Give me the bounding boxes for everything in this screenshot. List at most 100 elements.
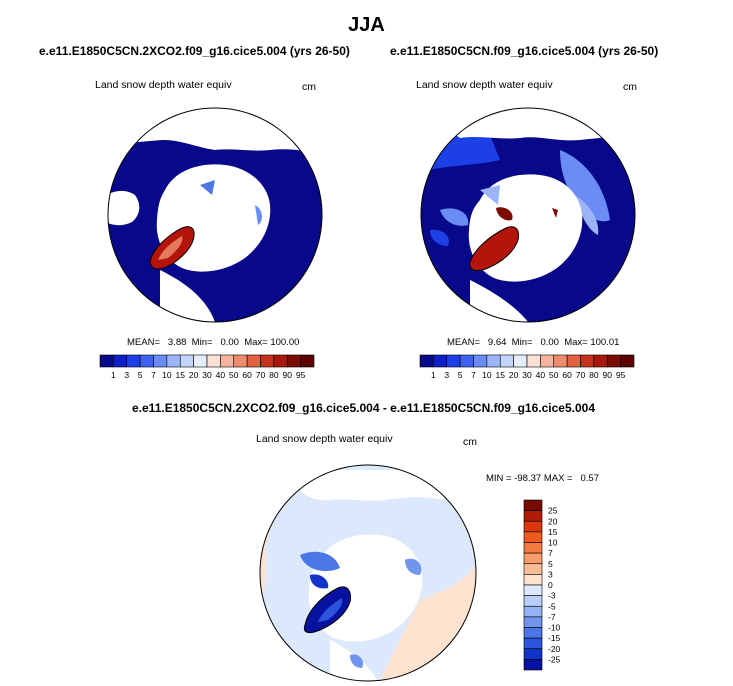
panel-1-colorbar-tick-label: 3: [124, 370, 129, 380]
panel-1-colorbar-swatch: [126, 354, 141, 368]
panel-1-colorbar-swatch: [300, 354, 315, 368]
panel-1-colorbar-tick-label: 7: [151, 370, 156, 380]
panel-3-colorbar-tick-label: 10: [548, 538, 558, 548]
panel-1-colorbar-tick-label: 95: [296, 370, 306, 380]
panel-1-stats: MEAN= 3.88 Min= 0.00 Max= 100.00: [127, 337, 300, 348]
panel-2-colorbar-tick-label: 1: [431, 370, 436, 380]
panel-3-colorbar-tick-label: 15: [548, 527, 558, 537]
panel-3-stats: MIN = -98.37 MAX = 0.57: [486, 473, 599, 484]
panel-2-colorbar: 1 3 5 7 10 15 20 30 40 50 60 70 80 90 95: [419, 354, 635, 380]
panel-2-colorbar-tick-label: 15: [496, 370, 506, 380]
panel-1-colorbar-tick-label: 60: [242, 370, 252, 380]
panel-3-map-border: [259, 464, 477, 682]
panel-3-colorbar-swatch: [523, 659, 543, 671]
panel-1-ocean-left: [108, 190, 140, 226]
panel-3-colorbar-tick-label: 0: [548, 580, 553, 590]
panel-3-colorbar-swatch: [523, 648, 543, 660]
panel-1-colorbar-swatch: [233, 354, 248, 368]
page-title: JJA: [348, 14, 385, 36]
panel-3-colorbar-tick-label: -25: [548, 654, 561, 664]
panel-3-colorbar-tick-label: -15: [548, 633, 561, 643]
panel-2-stats: MEAN= 9.64 Min= 0.00 Max= 100.01: [447, 337, 620, 348]
panel-2-colorbar-swatch: [566, 354, 581, 368]
panel-3-colorbar-swatch: [523, 542, 543, 554]
panel-3-colorbar-swatch: [523, 637, 543, 650]
panel-1-colorbar-tick-label: 80: [269, 370, 279, 380]
panel-3-colorbar-swatch: [523, 531, 543, 543]
panel-1-colorbar-swatch: [260, 354, 275, 368]
panel-1-colorbar: 1 3 5 7 10 15 20 30 40 50 60 70 80 90 95: [99, 354, 315, 380]
panel-1-colorbar-swatch: [193, 354, 208, 368]
panel-2-case-title: e.e11.E1850C5CN.f09_g16.cice5.004 (yrs 2…: [390, 44, 659, 58]
panel-2-colorbar-swatch: [419, 354, 434, 368]
panel-2-colorbar-swatch: [499, 354, 514, 368]
panel-2-colorbar-swatch: [446, 354, 461, 368]
panel-2-colorbar-swatch: [593, 354, 608, 368]
panel-1-colorbar-swatch: [206, 354, 221, 368]
panel-3-colorbar-tick-label: -5: [548, 601, 556, 611]
panel-1-colorbar-tick-label: 90: [283, 370, 293, 380]
panel-2-colorbar-tick-label: 70: [576, 370, 586, 380]
panel-1-case-title: e.e11.E1850C5CN.2XCO2.f09_g16.cice5.004 …: [39, 44, 350, 58]
panel-1-colorbar-swatch: [286, 354, 301, 368]
panel-2-colorbar-swatch: [580, 354, 595, 368]
panel-1-colorbar-tick-label: 1: [111, 370, 116, 380]
panel-3-colorbar-swatch: [523, 563, 543, 575]
panel-2-colorbar-swatch: [433, 354, 448, 368]
panel-2-colorbar-swatch: [606, 354, 621, 368]
panel-3-colorbar-swatch: [523, 520, 543, 533]
panel-2-colorbar-swatch: [459, 354, 474, 368]
panel-1-ocean-bottom: [160, 270, 215, 322]
panel-2-colorbar-swatch: [553, 354, 568, 368]
panel-1-colorbar-tick-label: 30: [202, 370, 212, 380]
panel-1-colorbar-swatch: [246, 354, 261, 368]
panel-2-colorbar-swatch: [620, 354, 635, 368]
panel-3-colorbar-tick-label: 5: [548, 559, 553, 569]
panel-1-colorbar-swatch: [153, 354, 168, 368]
panel-1-colorbar-swatch: [113, 354, 128, 368]
panel-1-colorbar-swatch: [139, 354, 154, 368]
panel-3-case-title: e.e11.E1850C5CN.2XCO2.f09_g16.cice5.004 …: [132, 401, 595, 415]
panel-2-colorbar-tick-label: 95: [616, 370, 626, 380]
panel-2-map: [421, 108, 635, 322]
panel-3-colorbar-tick-label: 20: [548, 516, 558, 526]
panel-2-units-label: cm: [623, 81, 637, 93]
panel-3-colorbar-tick-label: -3: [548, 591, 556, 601]
panel-1-colorbar-tick-label: 20: [189, 370, 199, 380]
panel-1-map-border: [107, 107, 323, 323]
panel-3-colorbar-tick-label: -10: [548, 623, 561, 633]
panel-1-colorbar-tick-label: 70: [256, 370, 266, 380]
panel-2-colorbar-tick-label: 80: [589, 370, 599, 380]
panel-3-colorbar-swatch: [523, 552, 543, 565]
panel-3-colorbar-tick-label: -7: [548, 612, 556, 622]
panel-2-colorbar-swatch: [526, 354, 541, 368]
panel-2-colorbar-tick-label: 10: [482, 370, 492, 380]
panel-2-colorbar-tick-label: 40: [536, 370, 546, 380]
panel-1-colorbar-tick-label: 15: [176, 370, 186, 380]
panel-1-colorbar-tick-label: 50: [229, 370, 239, 380]
panel-3-colorbar-swatch: [523, 510, 543, 522]
panel-2-greenland-ice: [469, 226, 519, 271]
panel-2-colorbar-tick-label: 90: [603, 370, 613, 380]
panel-1-units-label: cm: [302, 81, 316, 93]
panel-2-colorbar-swatch: [540, 354, 555, 368]
panel-3-ocean-upper: [300, 470, 445, 501]
panel-3-colorbar-swatch: [523, 574, 543, 586]
panel-3-colorbar-swatch: [523, 595, 543, 607]
panel-2-colorbar-tick-label: 20: [509, 370, 519, 380]
panel-2-colorbar-tick-label: 5: [458, 370, 463, 380]
panel-1-colorbar-tick-label: 40: [216, 370, 226, 380]
panel-2-colorbar-tick-label: 30: [522, 370, 532, 380]
panel-2-colorbar-tick-label: 50: [549, 370, 559, 380]
panel-3-colorbar-swatch: [523, 605, 543, 618]
panel-2-colorbar-tick-label: 3: [444, 370, 449, 380]
panel-3-colorbar-swatch: [523, 584, 543, 596]
panel-3-colorbar-swatch: [523, 616, 543, 628]
panel-2-colorbar-tick-label: 60: [562, 370, 572, 380]
panel-3-units-label: cm: [463, 436, 477, 448]
panel-2-colorbar-swatch: [486, 354, 501, 368]
panel-2-colorbar-swatch: [513, 354, 528, 368]
panel-1-variable-label: Land snow depth water equiv: [95, 79, 232, 91]
